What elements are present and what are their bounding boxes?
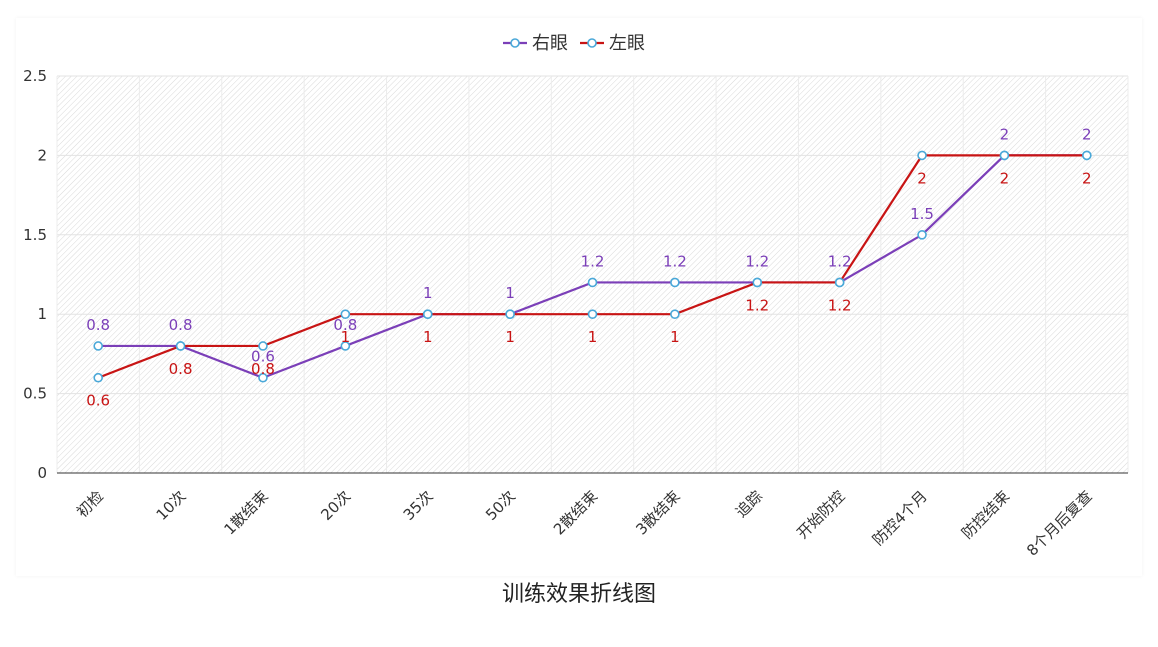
data-point[interactable] — [917, 230, 927, 240]
x-tick-label: 1散结束 — [220, 487, 271, 538]
data-label: 1 — [505, 284, 515, 302]
data-point[interactable] — [587, 309, 598, 320]
y-tick-label: 0.5 — [23, 385, 47, 403]
data-point[interactable] — [175, 341, 186, 351]
data-label: 0.8 — [251, 360, 275, 378]
x-tick-label: 2散结束 — [550, 487, 601, 538]
data-label: 2 — [1000, 169, 1010, 187]
data-label: 1 — [505, 328, 515, 346]
data-point[interactable] — [258, 372, 268, 383]
data-point[interactable] — [93, 372, 103, 383]
data-label: 2 — [917, 169, 927, 187]
data-label: 2 — [1000, 125, 1010, 143]
legend-item[interactable]: 右眼 — [503, 33, 568, 54]
x-tick-label: 50次 — [482, 487, 519, 524]
data-label: 1 — [588, 328, 598, 346]
data-label: 1.2 — [581, 252, 605, 270]
legend-marker — [510, 38, 520, 48]
data-point[interactable] — [1082, 150, 1092, 161]
data-point[interactable] — [340, 309, 351, 320]
data-point[interactable] — [917, 150, 927, 161]
series-left-eye: 0.60.8 0.81 1 1 1 11.2 1.22 2 2 — [86, 150, 1092, 410]
data-label: 1 — [423, 284, 433, 302]
data-label: 2 — [1082, 125, 1092, 143]
data-point[interactable] — [834, 277, 845, 288]
data-point[interactable] — [670, 309, 680, 320]
data-point[interactable] — [422, 309, 433, 320]
data-point[interactable] — [752, 277, 763, 288]
data-point[interactable] — [93, 341, 103, 351]
data-label: 1.2 — [828, 296, 852, 314]
data-point[interactable] — [258, 341, 268, 351]
data-label: 0.8 — [86, 316, 110, 334]
data-label: 1.2 — [663, 252, 687, 270]
data-label: 0.8 — [169, 316, 193, 334]
legend-label: 左眼 — [609, 33, 645, 54]
x-tick-label: 初检 — [73, 487, 107, 521]
grid-lines — [56, 75, 1129, 473]
data-point[interactable] — [670, 277, 680, 288]
x-tick-label: 开始防控 — [793, 487, 848, 542]
plot-area — [57, 76, 1128, 473]
x-tick-label: 防控结束 — [958, 487, 1013, 542]
data-label: 1 — [341, 328, 351, 346]
x-tick-label: 20次 — [317, 487, 354, 524]
data-label: 1 — [423, 328, 433, 346]
x-axis: 初检 10次 1散结束 20次 35次 50次 2散结束 3散结束 追踪 开始防控 防控4个月 防控结… — [57, 472, 1128, 560]
data-label: 0.6 — [251, 348, 275, 366]
data-label: 1 — [670, 328, 680, 346]
line-chart: 右眼 左眼 0 0.5 1 1.5 2 2.5 初检 10次 1散结束 20次 35次 50次 2散结束… — [23, 33, 1129, 560]
x-tick-label: 10次 — [153, 487, 190, 524]
x-tick-label: 防控4个月 — [869, 487, 931, 549]
x-tick-label: 3散结束 — [632, 487, 683, 538]
legend-label: 右眼 — [532, 33, 568, 54]
y-tick-label: 0 — [37, 464, 47, 482]
data-label: 1.5 — [910, 205, 934, 223]
data-label: 1.2 — [745, 252, 769, 270]
x-tick-label: 35次 — [400, 487, 437, 524]
y-tick-label: 2.5 — [23, 67, 47, 85]
data-label: 2 — [1082, 169, 1092, 187]
data-point[interactable] — [505, 309, 515, 320]
chart-caption: 训练效果折线图 — [501, 582, 656, 607]
data-point[interactable] — [999, 150, 1010, 161]
data-label: 0.6 — [86, 392, 110, 410]
x-tick-label: 8个月后复查 — [1023, 487, 1096, 560]
data-label: 0.8 — [169, 360, 193, 378]
data-label: 1.2 — [745, 296, 769, 314]
data-label: 0.8 — [333, 316, 357, 334]
chart-frame: 右眼 左眼 0 0.5 1 1.5 2 2.5 初检 10次 1散结束 20次 35次 50次 2散结束… — [16, 18, 1142, 576]
data-point[interactable] — [340, 341, 351, 351]
y-tick-label: 1 — [37, 305, 47, 323]
data-label: 1.2 — [828, 252, 852, 270]
series-layer: 0.8 0.80.60.81 11.2 1.2 1.2 1.21.52 20.60.8 0.8… — [86, 125, 1092, 410]
y-tick-label: 2 — [37, 146, 47, 164]
legend-marker — [587, 38, 597, 48]
chart-legend[interactable]: 右眼 左眼 — [503, 33, 645, 54]
y-axis: 0 0.5 1 1.5 2 2.5 — [23, 67, 47, 482]
y-tick-label: 1.5 — [23, 226, 47, 244]
data-point[interactable] — [587, 277, 598, 288]
legend-item[interactable]: 左眼 — [580, 33, 645, 54]
x-tick-label: 追踪 — [732, 487, 766, 521]
